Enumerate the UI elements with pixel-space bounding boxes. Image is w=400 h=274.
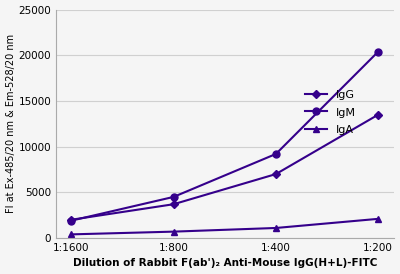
IgM bbox=[171, 195, 176, 199]
IgG bbox=[274, 172, 278, 176]
IgA bbox=[69, 233, 74, 236]
Line: IgA: IgA bbox=[68, 215, 382, 238]
Line: IgG: IgG bbox=[68, 112, 381, 222]
X-axis label: Dilution of Rabbit F(ab')₂ Anti-Mouse IgG(H+L)-FITC: Dilution of Rabbit F(ab')₂ Anti-Mouse Ig… bbox=[72, 258, 377, 269]
IgG bbox=[376, 113, 381, 116]
Y-axis label: FI at Ex-485/20 nm & Em-528/20 nm: FI at Ex-485/20 nm & Em-528/20 nm bbox=[6, 34, 16, 213]
IgG bbox=[171, 202, 176, 206]
IgA bbox=[376, 217, 381, 221]
IgM bbox=[376, 50, 381, 53]
IgG bbox=[69, 218, 74, 221]
IgA bbox=[171, 230, 176, 233]
IgA bbox=[274, 226, 278, 230]
Legend: IgG, IgM, IgA: IgG, IgM, IgA bbox=[305, 90, 356, 135]
IgM bbox=[69, 219, 74, 222]
Line: IgM: IgM bbox=[68, 48, 382, 224]
IgM bbox=[274, 152, 278, 156]
